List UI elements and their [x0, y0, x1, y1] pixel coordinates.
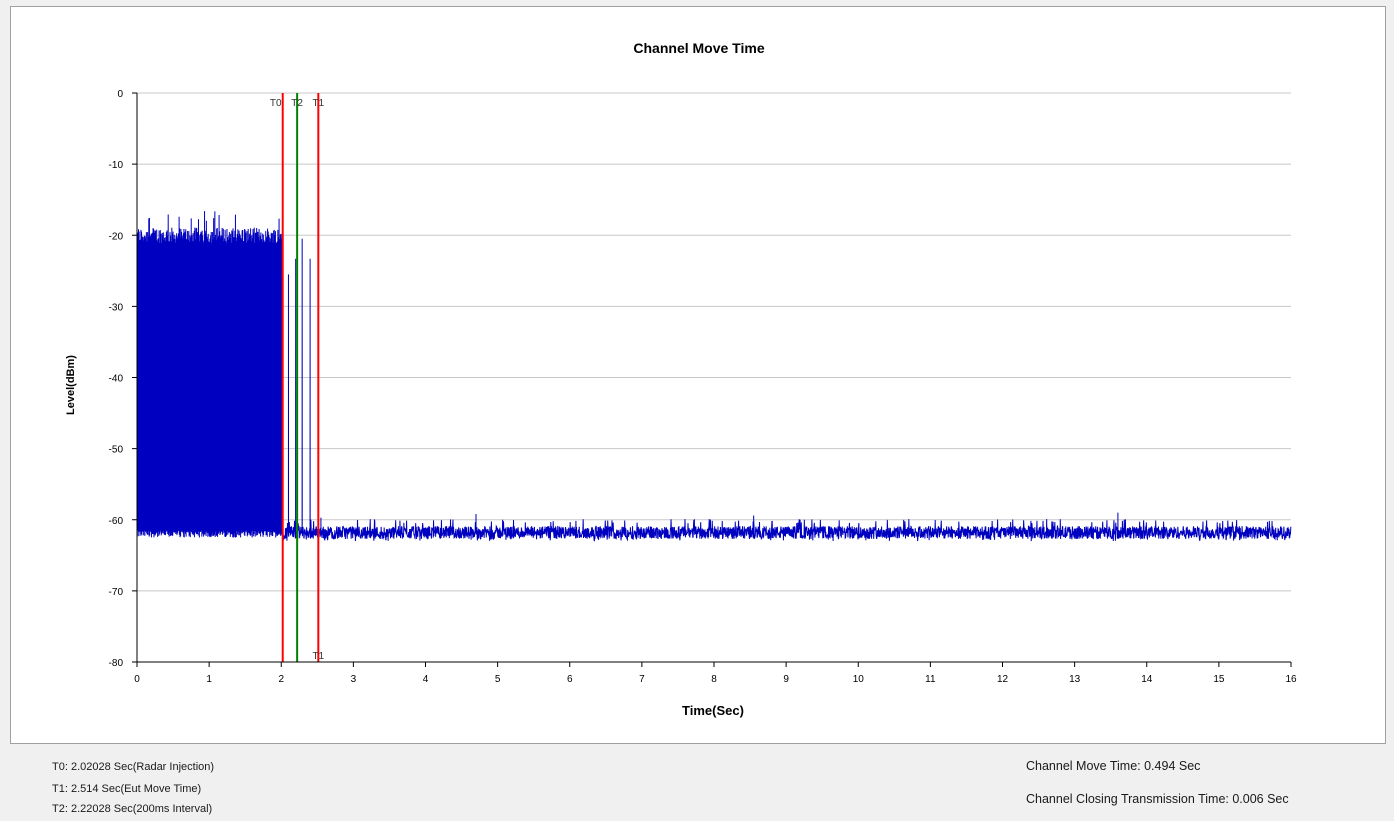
- x-tick-label: 7: [639, 674, 645, 685]
- x-tick-label: 9: [783, 674, 789, 685]
- y-tick-label: 0: [117, 89, 123, 100]
- y-tick-label: -30: [109, 302, 124, 313]
- y-tick-label: -40: [109, 374, 124, 385]
- x-tick-label: 3: [351, 674, 357, 685]
- t2-info: T2: 2.22028 Sec(200ms Interval): [52, 803, 213, 815]
- marker-t1-bottom-label: T1: [312, 651, 324, 662]
- t0-info: T0: 2.02028 Sec(Radar Injection): [52, 761, 215, 773]
- x-tick-label: 12: [997, 674, 1009, 685]
- x-axis-label: Time(Sec): [682, 703, 744, 718]
- x-tick-label: 6: [567, 674, 573, 685]
- chart-svg: Channel Move Time T0 T2 T1 T1 0 -10 -20 -30 -40…: [65, 40, 1297, 718]
- y-tick-label: -70: [109, 587, 124, 598]
- x-tick-label: 4: [423, 674, 429, 685]
- y-tick-label: -20: [109, 231, 124, 242]
- y-axis-label: Level(dBm): [65, 355, 77, 415]
- x-tick-label: 2: [278, 674, 284, 685]
- x-tick-label: 10: [853, 674, 865, 685]
- signal-series-line: [136, 211, 1292, 542]
- y-tick-label: -50: [109, 445, 124, 456]
- x-tick-label: 14: [1141, 674, 1153, 685]
- time-markers: T0 T2 T1 T1: [270, 93, 325, 662]
- x-tick-label: 8: [711, 674, 717, 685]
- t1-info: T1: 2.514 Sec(Eut Move Time): [52, 783, 202, 795]
- marker-t1-top-label: T1: [312, 98, 324, 109]
- x-tick-label: 15: [1213, 674, 1225, 685]
- x-tick-label: 11: [925, 674, 936, 685]
- y-tick-label: -10: [109, 160, 124, 171]
- grid-lines: [137, 92, 1291, 592]
- axes: 0-10-20-30-40-50-60-70-800 1 2 3 4 5 6 7 8 9 10 11 1…: [109, 89, 1297, 685]
- x-tick-label: 1: [206, 674, 212, 685]
- signal-trace: [136, 211, 1292, 542]
- x-tick-label: 5: [495, 674, 501, 685]
- marker-t2-top-label: T2: [291, 98, 303, 109]
- y-tick-label: -80: [109, 658, 124, 669]
- x-tick-label: 13: [1069, 674, 1081, 685]
- y-tick-label: -60: [109, 516, 124, 527]
- chart-title: Channel Move Time: [633, 40, 764, 56]
- channel-closing-info: Channel Closing Transmission Time: 0.006…: [1026, 792, 1289, 806]
- x-tick-label: 16: [1285, 674, 1297, 685]
- channel-move-time-info: Channel Move Time: 0.494 Sec: [1026, 759, 1201, 773]
- chart-panel: Channel Move Time T0 T2 T1 T1 0 -10 -20 -30 -40…: [10, 6, 1386, 744]
- x-tick-label: 0: [134, 674, 140, 685]
- marker-t0-top-label: T0: [270, 98, 282, 109]
